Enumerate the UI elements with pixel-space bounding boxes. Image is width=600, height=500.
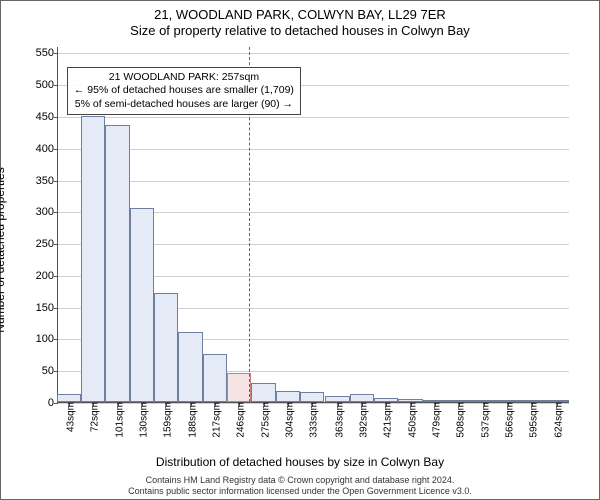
x-axis-label: Distribution of detached houses by size … (1, 455, 599, 469)
histogram-bar (57, 394, 81, 402)
ytick-label: 100 (36, 333, 58, 345)
xtick-label: 188sqm (183, 402, 198, 438)
footer-attribution: Contains HM Land Registry data © Crown c… (1, 475, 599, 497)
histogram-bar (300, 392, 324, 402)
xtick-label: 72sqm (86, 402, 101, 432)
xtick-label: 392sqm (354, 402, 369, 438)
xtick-label: 246sqm (232, 402, 247, 438)
ytick-label: 200 (36, 270, 58, 282)
histogram-bar (350, 394, 374, 402)
histogram-bar (81, 116, 105, 402)
xtick-label: 275sqm (256, 402, 271, 438)
xtick-label: 508sqm (452, 402, 467, 438)
ytick-label: 50 (42, 365, 58, 377)
xtick-label: 333sqm (305, 402, 320, 438)
xtick-label: 304sqm (280, 402, 295, 438)
annotation-line-2: ← 95% of detached houses are smaller (1,… (74, 84, 294, 97)
gridline-h (58, 117, 569, 118)
xtick-label: 43sqm (61, 402, 76, 432)
xtick-label: 217sqm (207, 402, 222, 438)
xtick-label: 595sqm (525, 402, 540, 438)
plot-canvas: 05010015020025030035040045050055043sqm72… (57, 47, 569, 403)
xtick-label: 566sqm (500, 402, 515, 438)
histogram-bar (178, 332, 202, 402)
xtick-label: 624sqm (549, 402, 564, 438)
histogram-bar (154, 293, 178, 402)
histogram-bar (203, 354, 227, 402)
ytick-label: 250 (36, 238, 58, 250)
chart-container: 21, WOODLAND PARK, COLWYN BAY, LL29 7ER … (0, 0, 600, 500)
ytick-label: 550 (36, 47, 58, 59)
title-line-1: 21, WOODLAND PARK, COLWYN BAY, LL29 7ER (1, 7, 599, 23)
histogram-bar (251, 383, 275, 402)
xtick-label: 159sqm (159, 402, 174, 438)
ytick-label: 500 (36, 79, 58, 91)
footer-line-2: Contains public sector information licen… (1, 486, 599, 497)
ytick-label: 300 (36, 206, 58, 218)
histogram-bar (276, 391, 300, 402)
xtick-label: 130sqm (134, 402, 149, 438)
footer-line-1: Contains HM Land Registry data © Crown c… (1, 475, 599, 486)
chart-title: 21, WOODLAND PARK, COLWYN BAY, LL29 7ER … (1, 1, 599, 40)
ytick-label: 150 (36, 302, 58, 314)
xtick-label: 450sqm (403, 402, 418, 438)
annotation-line-3: 5% of semi-detached houses are larger (9… (74, 98, 294, 111)
gridline-h (58, 53, 569, 54)
histogram-bar (130, 208, 154, 402)
y-axis-label: Number of detached properties (0, 167, 7, 332)
plot-area: 05010015020025030035040045050055043sqm72… (57, 47, 569, 403)
xtick-label: 537sqm (476, 402, 491, 438)
gridline-h (58, 181, 569, 182)
xtick-label: 479sqm (427, 402, 442, 438)
gridline-h (58, 149, 569, 150)
xtick-label: 421sqm (379, 402, 394, 438)
xtick-label: 101sqm (110, 402, 125, 438)
ytick-label: 350 (36, 175, 58, 187)
title-line-2: Size of property relative to detached ho… (1, 23, 599, 39)
xtick-label: 363sqm (330, 402, 345, 438)
annotation-box: 21 WOODLAND PARK: 257sqm← 95% of detache… (67, 67, 301, 114)
annotation-line-1: 21 WOODLAND PARK: 257sqm (74, 71, 294, 84)
ytick-label: 400 (36, 143, 58, 155)
ytick-label: 450 (36, 111, 58, 123)
histogram-bar (105, 125, 129, 402)
